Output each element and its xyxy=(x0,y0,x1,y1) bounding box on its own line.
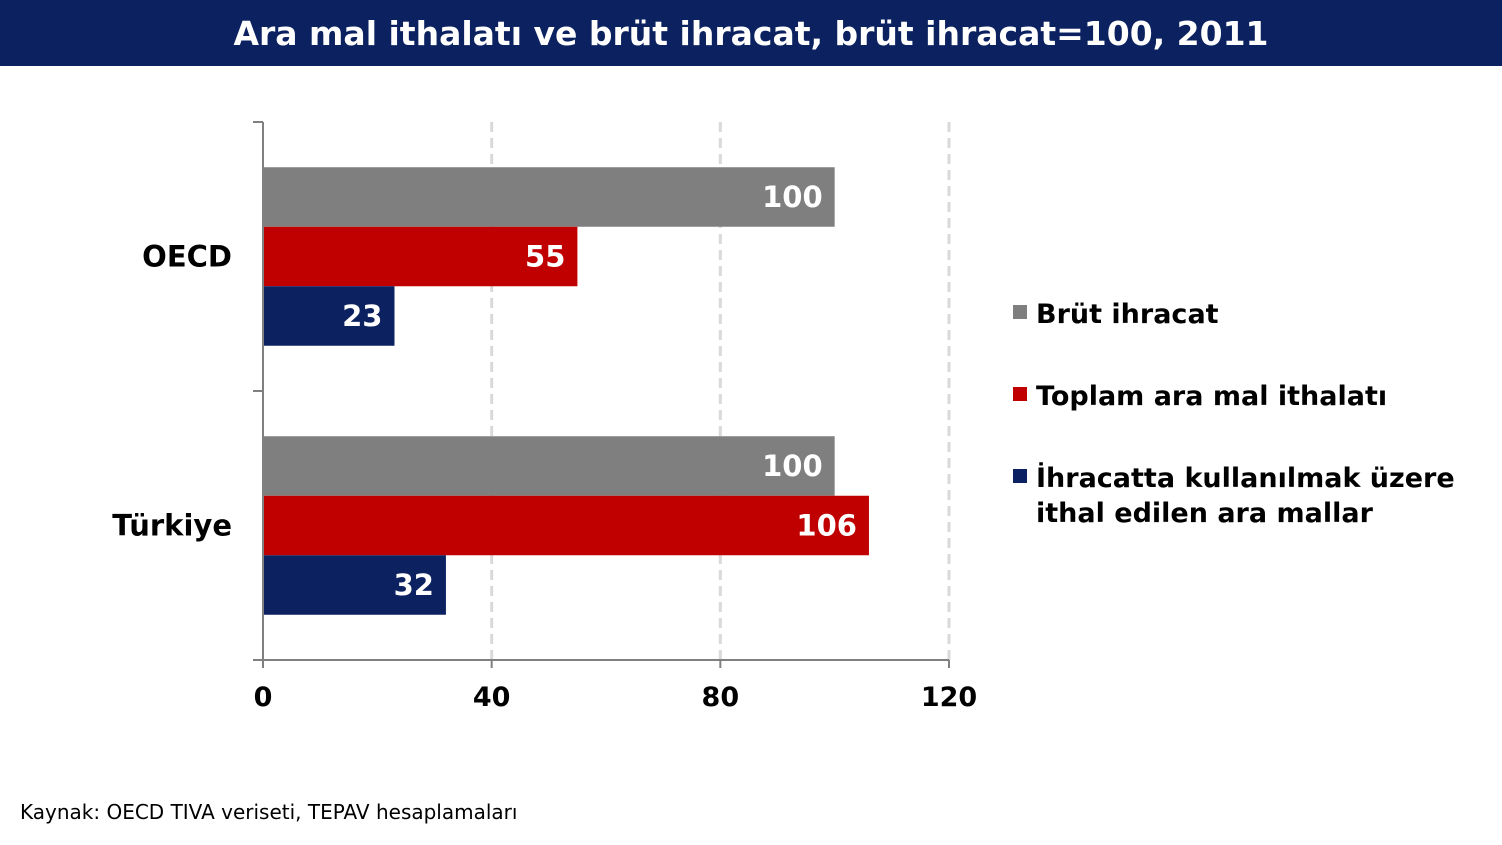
legend-label-3-line-2: ithal edilen ara mallar xyxy=(1036,498,1374,529)
bar-t-rkiye-series-3 xyxy=(263,555,446,615)
legend-label-1: Brüt ihracat xyxy=(1036,299,1219,330)
category-label-1: OECD xyxy=(142,240,232,274)
chart-title-bar: Ara mal ithalatı ve brüt ihracat, brüt i… xyxy=(0,0,1502,66)
legend-swatch-3 xyxy=(1013,469,1027,483)
chart-title: Ara mal ithalatı ve brüt ihracat, brüt i… xyxy=(233,13,1269,53)
category-label-2: Türkiye xyxy=(112,509,232,543)
data-label-t-rkiye-series-1: 100 xyxy=(762,449,823,483)
legend-swatch-2 xyxy=(1013,387,1027,401)
data-label-oecd-series-3: 23 xyxy=(342,299,382,333)
bar-oecd-series-3 xyxy=(263,286,395,346)
bar-t-rkiye-series-2 xyxy=(263,495,869,556)
data-label-oecd-series-1: 100 xyxy=(762,180,823,214)
legend-label-2: Toplam ara mal ithalatı xyxy=(1036,381,1387,412)
source-note: Kaynak: OECD TIVA veriseti, TEPAV hesapl… xyxy=(20,800,518,824)
legend-label-2-line-1: Toplam ara mal ithalatı xyxy=(1036,381,1387,412)
legend-label-1-line-1: Brüt ihracat xyxy=(1036,299,1219,330)
x-tick-label-120: 120 xyxy=(921,682,977,713)
bar-oecd-series-2 xyxy=(263,226,578,287)
bar-t-rkiye-series-1 xyxy=(263,436,835,496)
x-tick-label-0: 0 xyxy=(254,682,273,713)
x-tick-label-40: 40 xyxy=(473,682,511,713)
x-tick-label-80: 80 xyxy=(702,682,740,713)
bar-oecd-series-1 xyxy=(263,167,835,227)
legend-swatch-1 xyxy=(1013,305,1027,319)
data-label-t-rkiye-series-2: 106 xyxy=(796,509,857,543)
data-label-oecd-series-2: 55 xyxy=(525,240,565,274)
legend-label-3: İhracatta kullanılmak üzere ithal edilen … xyxy=(1036,462,1455,529)
legend-label-3-line-1: İhracatta kullanılmak üzere xyxy=(1036,462,1455,494)
data-label-t-rkiye-series-3: 32 xyxy=(394,568,434,602)
